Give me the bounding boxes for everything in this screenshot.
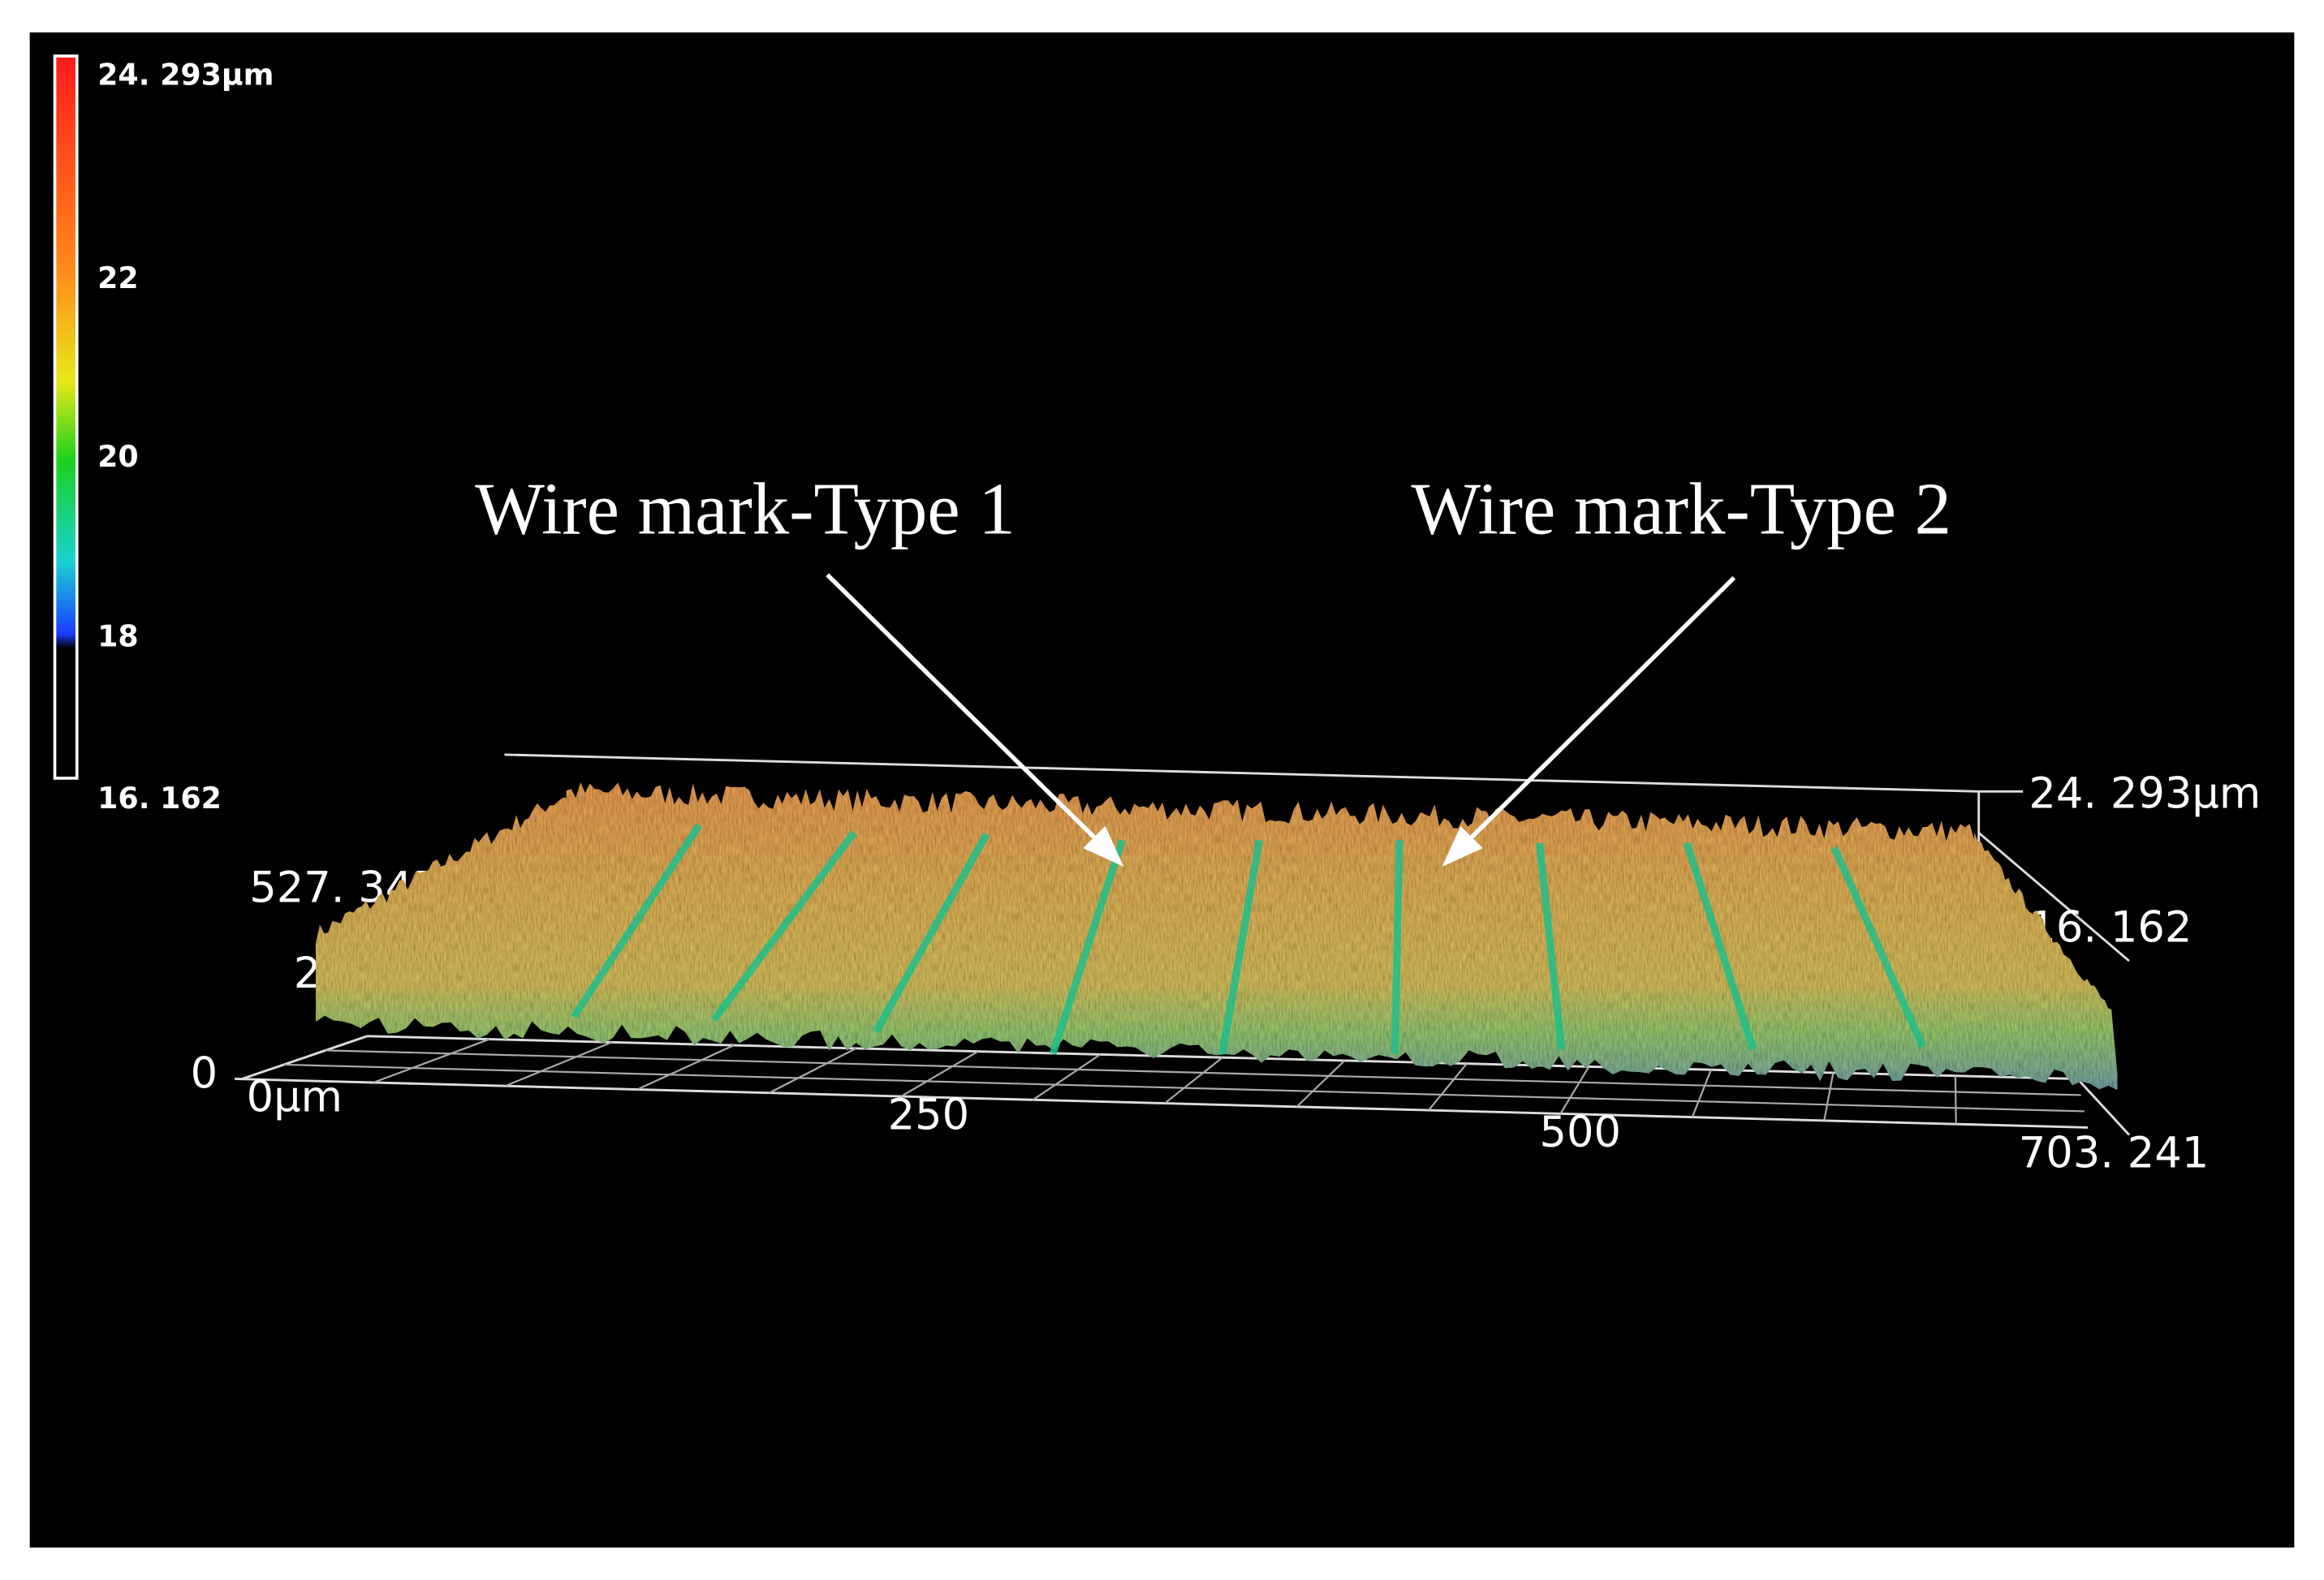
grid-line bbox=[1691, 1069, 1712, 1117]
annotation: Wire mark-Type 1 bbox=[475, 467, 1015, 549]
grid-line bbox=[636, 1044, 735, 1091]
grid-line bbox=[1559, 1066, 1590, 1114]
z-axis-label: 0 bbox=[191, 1048, 218, 1098]
wire-mark bbox=[1830, 846, 1926, 1048]
wire-mark bbox=[710, 830, 857, 1022]
grid-line bbox=[373, 1038, 490, 1083]
grid-line bbox=[1033, 1053, 1102, 1101]
wire-mark bbox=[1218, 839, 1263, 1055]
surface bbox=[315, 782, 2118, 1091]
grid-line bbox=[1164, 1057, 1223, 1104]
grid-line bbox=[1823, 1072, 1835, 1121]
wire-mark bbox=[1391, 840, 1403, 1054]
colorbar bbox=[53, 54, 79, 780]
floor-grid bbox=[283, 1038, 2085, 1125]
x-axis-label: 0μm bbox=[247, 1073, 343, 1122]
annotation: Wire mark-Type 2 bbox=[1411, 467, 1951, 549]
colorbar-label: 16. 162 bbox=[97, 781, 222, 816]
grid-line bbox=[1428, 1062, 1468, 1111]
grid-line bbox=[1954, 1075, 1957, 1125]
colorbar-label: 18 bbox=[97, 618, 139, 653]
arrows bbox=[826, 573, 1736, 867]
grid-line bbox=[505, 1041, 612, 1087]
wire-mark bbox=[1535, 842, 1566, 1050]
wire-mark bbox=[1049, 838, 1126, 1056]
wire-mark bbox=[873, 832, 990, 1034]
x-axis-label: 500 bbox=[1539, 1108, 1621, 1157]
grid-line bbox=[326, 1049, 2081, 1096]
z-axis-label: 24. 293μm bbox=[2029, 768, 2261, 818]
grid-line bbox=[900, 1050, 979, 1097]
wire-mark bbox=[1683, 842, 1757, 1051]
wire-mark bbox=[571, 823, 703, 1019]
grid-line bbox=[283, 1063, 2085, 1113]
colorbar-label: 22 bbox=[97, 260, 139, 295]
surface-texture bbox=[315, 782, 2118, 1091]
x-axis-label: 703. 241 bbox=[2019, 1129, 2210, 1178]
x-axis-label: 250 bbox=[888, 1090, 970, 1139]
grid-line bbox=[1296, 1060, 1346, 1108]
grid-line bbox=[769, 1047, 856, 1094]
colorbar-label: 20 bbox=[97, 439, 139, 474]
colorbar-label: 24. 293μm bbox=[97, 57, 274, 92]
